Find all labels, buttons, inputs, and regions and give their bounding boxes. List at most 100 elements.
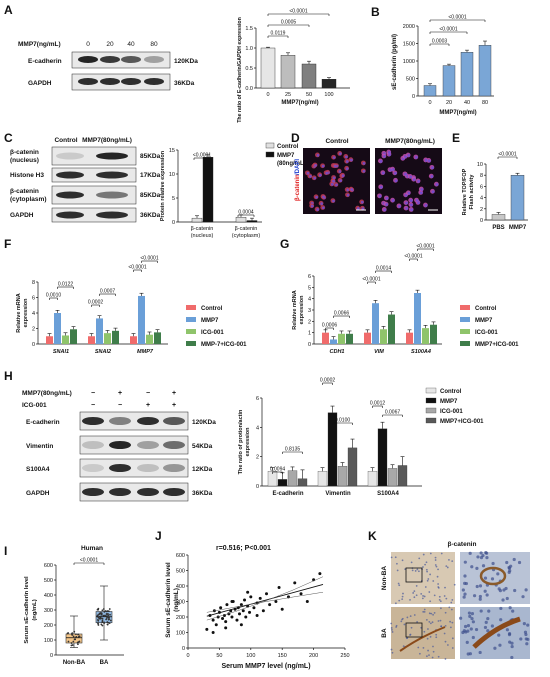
nucleus [338,170,342,173]
nucleus [360,200,364,204]
data-point [109,619,112,622]
blot-size-label: 120KDa [174,58,198,65]
nucleus [316,153,320,157]
data-point [107,610,110,613]
legend-label: MMP7 [201,318,219,324]
x-tick-label: BA [100,660,109,666]
bar [54,313,61,344]
blot-band [96,211,128,219]
nucleus [394,179,398,183]
y-tick-label: 0 [182,646,185,652]
blot-band [163,417,185,425]
nucleus [512,557,516,562]
legend-swatch [460,317,470,322]
nucleus [437,568,439,571]
data-point [244,615,248,619]
data-point [258,596,262,600]
nucleus [471,635,475,640]
legend-swatch [265,142,275,149]
data-point [219,606,223,610]
blot-strip [51,167,137,183]
p-value-label: 0.0002 [88,300,104,306]
nucleus [499,618,503,622]
y-tick-label: 6 [480,184,483,190]
blot-row-label: E-cadherin [26,419,60,426]
treatment-sign: − [118,402,122,409]
nucleus [413,596,416,599]
nucleus [345,160,349,163]
nucleus [497,633,501,637]
data-point [205,627,209,631]
legend-swatch [186,329,196,334]
nucleus [417,179,421,183]
nucleus [487,609,491,613]
data-point [261,609,265,613]
confidence-band [206,591,324,613]
x-axis-label: MMP7(ng/ml) [281,100,318,106]
y-tick-label: 1 [308,331,311,337]
data-point [103,610,106,613]
nucleus [438,595,441,598]
nucleus [483,589,487,593]
nucleus [526,623,530,627]
data-point [106,623,109,626]
nucleus [411,569,414,572]
nucleus [333,164,337,168]
blot-band [144,78,164,85]
data-point [230,615,234,619]
legend-swatch [186,305,196,310]
y-tick-label: 15 [169,148,175,154]
nucleus [313,176,317,180]
nucleus [427,628,429,630]
nucleus [422,646,425,649]
bar [380,329,387,344]
bar [246,220,258,223]
blot-size-label: 36KDa [174,80,195,87]
blot-row-label: Vimentin [26,443,53,450]
nucleus [391,631,394,633]
y-tick-label: 400 [176,584,185,590]
nucleus [425,568,428,571]
blot-row-label: β-catenin [10,188,39,195]
bar [112,330,119,344]
data-point [72,635,75,638]
nucleus [422,553,425,556]
data-point [237,612,241,616]
nucleus [479,551,483,555]
nucleus [332,199,335,203]
data-point [235,618,239,622]
data-point [97,622,99,625]
nucleus [385,197,389,200]
blot-strip [51,207,137,223]
nucleus [332,176,336,180]
nucleus [383,208,387,212]
x-tick-label: SNAI2 [95,349,111,355]
nucleus [318,173,322,177]
nucleus [415,199,419,202]
nucleus [463,592,467,596]
blot-band [137,488,159,496]
y-tick-label: 600 [44,563,53,569]
bar [96,318,103,344]
data-point [106,615,109,618]
legend-swatch [425,387,437,394]
y-axis-label: expression [245,427,251,457]
data-point [241,609,245,613]
data-point [243,598,247,602]
data-point [77,633,80,636]
legend-label: MMP7+ICG-001 [475,342,519,348]
y-tick-label: 1.5 [245,26,253,32]
nucleus [466,652,470,656]
blot-strip [79,458,189,478]
data-point [318,572,322,576]
panel-C-chart: 051015β-catenin(nucleus)β-catenin(cytopl… [160,142,306,239]
nucleus [501,598,505,602]
bar [406,332,413,344]
bar [330,339,337,344]
nucleus [472,594,477,598]
legend-swatch [460,305,470,310]
nucleus [507,633,512,637]
y-axis-label: Serum sE-cadherin level [24,576,30,644]
y-tick-label: 100 [176,631,185,637]
